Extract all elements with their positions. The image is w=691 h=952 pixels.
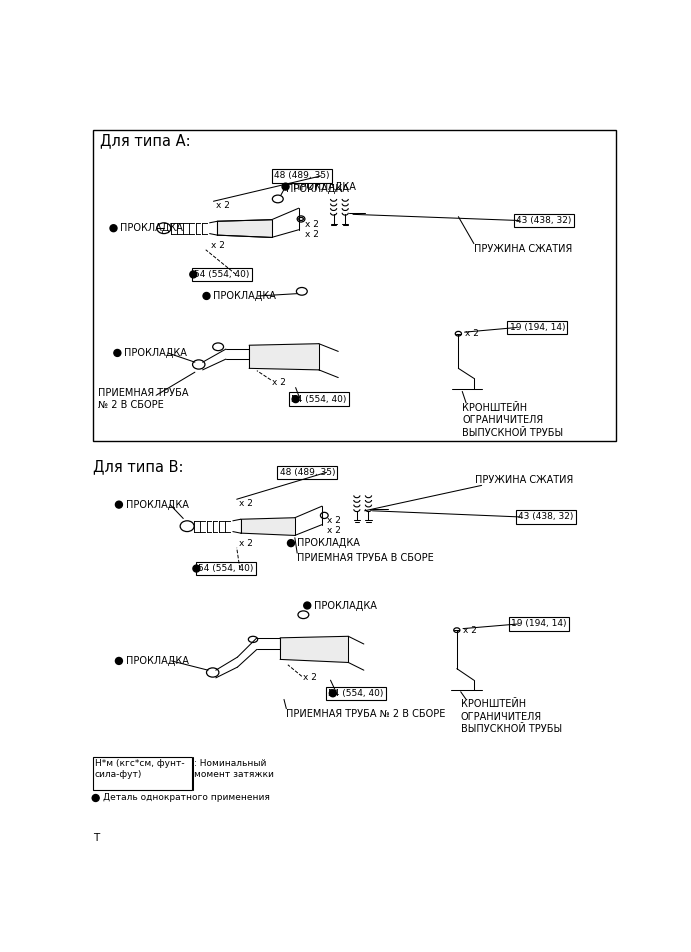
Circle shape bbox=[190, 271, 197, 278]
Text: 48 (489, 35): 48 (489, 35) bbox=[274, 171, 330, 180]
Text: ПРИЕМНАЯ ТРУБА № 2 В СБОРЕ: ПРИЕМНАЯ ТРУБА № 2 В СБОРЕ bbox=[286, 708, 446, 719]
Text: ПРОКЛАДКА: ПРОКЛАДКА bbox=[297, 538, 360, 548]
Circle shape bbox=[114, 349, 121, 356]
Text: x 2: x 2 bbox=[216, 201, 229, 209]
Text: ПРОКЛАДКА: ПРОКЛАДКА bbox=[285, 184, 348, 193]
Circle shape bbox=[92, 795, 100, 802]
Text: Для типа А:: Для типа А: bbox=[100, 132, 191, 148]
Circle shape bbox=[287, 540, 294, 546]
Text: : Номинальный
момент затяжки: : Номинальный момент затяжки bbox=[194, 759, 274, 779]
Circle shape bbox=[203, 292, 210, 300]
Text: Т: Т bbox=[93, 833, 99, 843]
Text: x 2: x 2 bbox=[239, 499, 253, 507]
Circle shape bbox=[110, 225, 117, 231]
Text: Для типа В:: Для типа В: bbox=[93, 459, 183, 474]
Circle shape bbox=[292, 396, 299, 403]
Text: 48 (489, 35): 48 (489, 35) bbox=[279, 467, 335, 477]
Text: x 2: x 2 bbox=[464, 329, 478, 338]
Text: x 2: x 2 bbox=[305, 220, 319, 228]
Text: 54 (554, 40): 54 (554, 40) bbox=[198, 564, 254, 573]
Text: 19 (194, 14): 19 (194, 14) bbox=[511, 620, 567, 628]
Text: Н*м (кгс*см, фунт-
сила-фут): Н*м (кгс*см, фунт- сила-фут) bbox=[95, 759, 184, 779]
Text: 54 (554, 40): 54 (554, 40) bbox=[194, 270, 249, 279]
Text: КРОНШТЕЙН
ОГРАНИЧИТЕЛЯ
ВЫПУСКНОЙ ТРУБЫ: КРОНШТЕЙН ОГРАНИЧИТЕЛЯ ВЫПУСКНОЙ ТРУБЫ bbox=[461, 700, 562, 734]
Text: x 2: x 2 bbox=[328, 526, 341, 534]
Circle shape bbox=[282, 183, 289, 190]
Text: x 2: x 2 bbox=[239, 539, 253, 547]
Text: 43 (438, 32): 43 (438, 32) bbox=[518, 512, 574, 522]
Text: x 2: x 2 bbox=[305, 229, 319, 239]
Text: 54 (554, 40): 54 (554, 40) bbox=[291, 395, 347, 404]
Circle shape bbox=[115, 658, 122, 664]
Text: ПРИЕМНАЯ ТРУБА
№ 2 В СБОРЕ: ПРИЕМНАЯ ТРУБА № 2 В СБОРЕ bbox=[98, 387, 189, 410]
Polygon shape bbox=[249, 344, 319, 370]
Polygon shape bbox=[240, 518, 295, 535]
Text: ПРИЕМНАЯ ТРУБА В СБОРЕ: ПРИЕМНАЯ ТРУБА В СБОРЕ bbox=[297, 553, 434, 564]
Text: 54 (554, 40): 54 (554, 40) bbox=[328, 689, 384, 698]
Text: x 2: x 2 bbox=[272, 378, 286, 387]
Text: 43 (438, 32): 43 (438, 32) bbox=[516, 216, 571, 225]
Circle shape bbox=[304, 602, 311, 609]
Bar bbox=[93, 129, 616, 442]
Text: ПРОКЛАДКА: ПРОКЛАДКА bbox=[214, 291, 276, 301]
Text: ПРУЖИНА СЖАТИЯ: ПРУЖИНА СЖАТИЯ bbox=[475, 475, 574, 485]
Text: ПРОКЛАДКА: ПРОКЛАДКА bbox=[124, 347, 187, 358]
Text: ПРОКЛАДКА: ПРОКЛАДКА bbox=[292, 182, 355, 191]
Text: x 2: x 2 bbox=[211, 241, 225, 249]
Text: Деталь однократного применения: Деталь однократного применения bbox=[104, 794, 270, 803]
Text: x 2: x 2 bbox=[463, 625, 477, 635]
Bar bbox=[93, 757, 192, 789]
Text: ПРУЖИНА СЖАТИЯ: ПРУЖИНА СЖАТИЯ bbox=[474, 244, 572, 253]
Text: x 2: x 2 bbox=[328, 516, 341, 525]
Circle shape bbox=[330, 690, 337, 697]
Polygon shape bbox=[218, 220, 272, 237]
Text: ПРОКЛАДКА: ПРОКЛАДКА bbox=[120, 223, 183, 233]
Text: КРОНШТЕЙН
ОГРАНИЧИТЕЛЯ
ВЫПУСКНОЙ ТРУБЫ: КРОНШТЕЙН ОГРАНИЧИТЕЛЯ ВЫПУСКНОЙ ТРУБЫ bbox=[462, 403, 563, 438]
Text: ПРОКЛАДКА: ПРОКЛАДКА bbox=[314, 601, 377, 610]
Circle shape bbox=[115, 501, 122, 508]
Text: ПРОКЛАДКА: ПРОКЛАДКА bbox=[126, 500, 189, 509]
Polygon shape bbox=[280, 636, 348, 663]
Text: x 2: x 2 bbox=[303, 673, 317, 683]
Text: ПРОКЛАДКА: ПРОКЛАДКА bbox=[126, 656, 189, 666]
Text: 19 (194, 14): 19 (194, 14) bbox=[510, 323, 565, 332]
Circle shape bbox=[193, 565, 200, 572]
